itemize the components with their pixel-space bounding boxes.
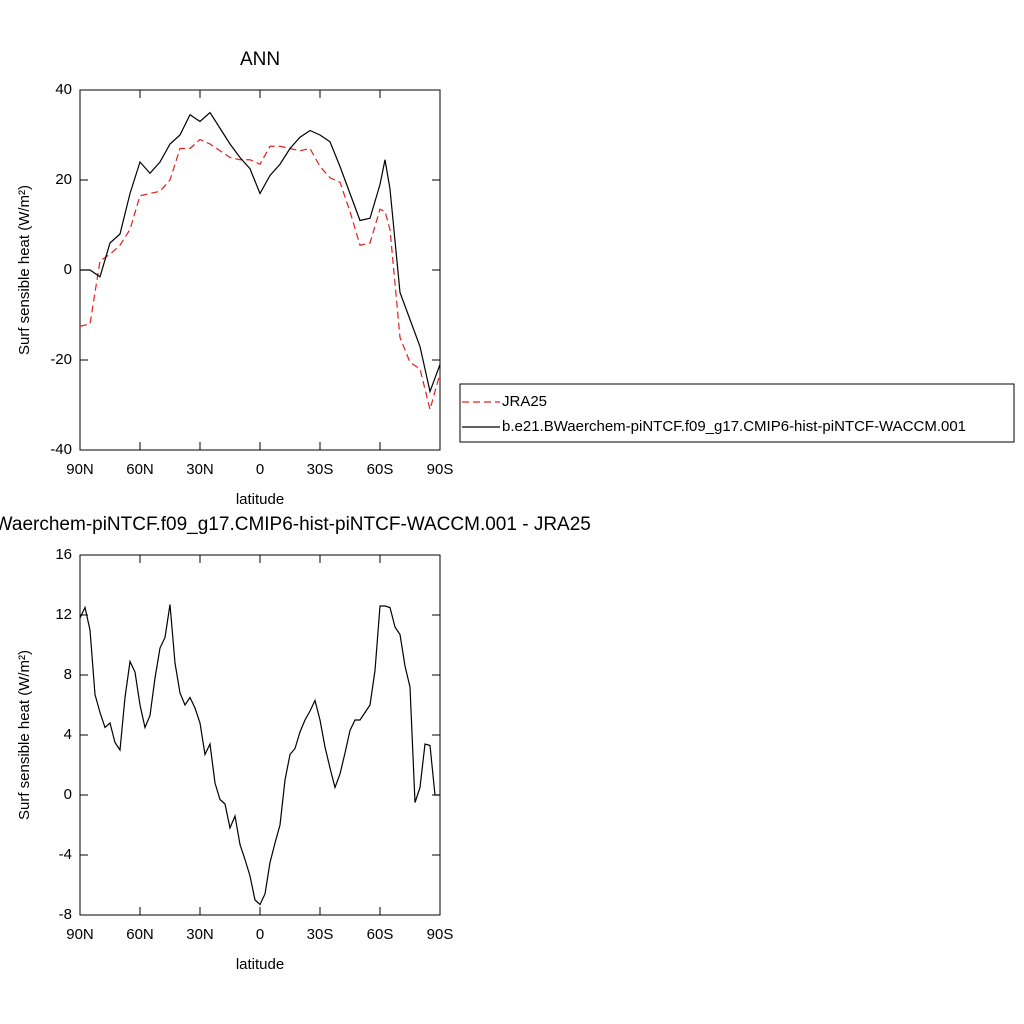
x-tick-label: 60N: [126, 461, 154, 478]
x-tick-label: 90S: [427, 926, 454, 943]
y-tick-label: 20: [55, 171, 72, 188]
data-line: [79, 138, 441, 412]
x-axis-label: latitude: [236, 956, 284, 973]
x-tick-label: 90N: [66, 461, 94, 478]
x-tick-label: 30S: [307, 926, 334, 943]
plot-frame: [79, 89, 441, 451]
plot-frame: [79, 554, 441, 916]
y-tick-label: -40: [50, 441, 72, 458]
x-tick-label: 90N: [66, 926, 94, 943]
x-tick-label: 0: [256, 926, 264, 943]
legend-label: JRA25: [502, 393, 547, 410]
data-line: [79, 604, 440, 906]
x-tick-label: 60N: [126, 926, 154, 943]
y-tick-label: -4: [59, 846, 72, 863]
y-tick-label: -20: [50, 351, 72, 368]
y-axis-label: Surf sensible heat (W/m²): [16, 185, 33, 355]
chart-title: b.e21.BWaerchem-piNTCF.f09_g17.CMIP6-his…: [0, 514, 591, 535]
y-tick-label: 0: [64, 786, 72, 803]
x-tick-label: 90S: [427, 461, 454, 478]
chart-title: ANN: [240, 49, 280, 70]
x-tick-label: 30N: [186, 461, 214, 478]
y-tick-label: -8: [59, 906, 72, 923]
x-tick-label: 60S: [367, 461, 394, 478]
y-tick-label: 12: [55, 606, 72, 623]
y-tick-label: 8: [64, 666, 72, 683]
y-tick-label: 16: [55, 546, 72, 563]
legend-label: b.e21.BWaerchem-piNTCF.f09_g17.CMIP6-his…: [502, 418, 966, 435]
y-tick-label: 4: [64, 726, 72, 743]
data-line: [80, 111, 441, 394]
x-tick-label: 0: [256, 461, 264, 478]
y-tick-label: 0: [64, 261, 72, 278]
x-axis-label: latitude: [236, 491, 284, 508]
x-tick-label: 30S: [307, 461, 334, 478]
y-axis-label: Surf sensible heat (W/m²): [16, 650, 33, 820]
legend-box: [459, 383, 1015, 443]
x-tick-label: 30N: [186, 926, 214, 943]
x-tick-label: 60S: [367, 926, 394, 943]
y-tick-label: 40: [55, 81, 72, 98]
